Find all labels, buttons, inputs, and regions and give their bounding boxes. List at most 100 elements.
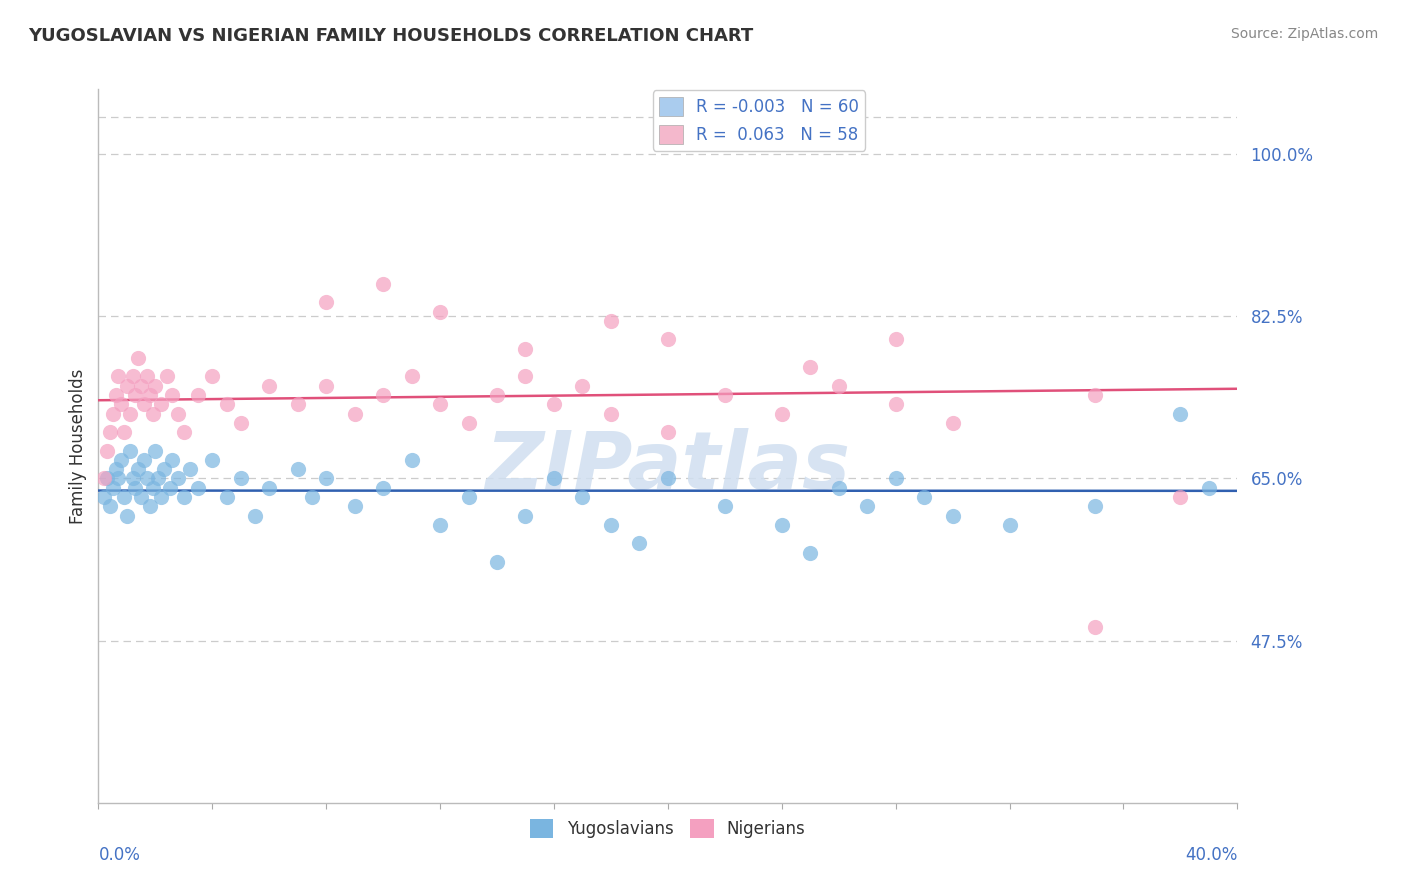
Point <box>515 508 537 523</box>
Point <box>107 369 129 384</box>
Point <box>104 462 127 476</box>
Point <box>101 407 124 421</box>
Point <box>121 471 143 485</box>
Point <box>1198 481 1220 495</box>
Point <box>173 490 195 504</box>
Point <box>179 462 201 476</box>
Point <box>259 481 281 495</box>
Point <box>287 462 309 476</box>
Point <box>884 471 907 485</box>
Point <box>112 490 135 504</box>
Text: ZIPatlas: ZIPatlas <box>485 428 851 507</box>
Point <box>429 397 451 411</box>
Point <box>799 360 821 375</box>
Point <box>457 416 479 430</box>
Point <box>571 378 593 392</box>
Point <box>132 453 155 467</box>
Point <box>714 388 737 402</box>
Point <box>98 500 121 514</box>
Point <box>229 471 252 485</box>
Point <box>135 471 157 485</box>
Point <box>107 471 129 485</box>
Point <box>486 388 509 402</box>
Point <box>118 407 141 421</box>
Point <box>112 425 135 439</box>
Point <box>121 369 143 384</box>
Point <box>187 388 209 402</box>
Point <box>132 397 155 411</box>
Point <box>628 536 651 550</box>
Point <box>884 397 907 411</box>
Point <box>167 407 190 421</box>
Y-axis label: Family Households: Family Households <box>69 368 87 524</box>
Point <box>1170 407 1192 421</box>
Point <box>770 517 793 532</box>
Point <box>657 425 679 439</box>
Point <box>93 490 115 504</box>
Point <box>96 443 118 458</box>
Text: 0.0%: 0.0% <box>98 846 141 863</box>
Point <box>96 471 118 485</box>
Point <box>215 490 238 504</box>
Point <box>159 481 181 495</box>
Point <box>828 481 851 495</box>
Point <box>129 378 152 392</box>
Point <box>515 342 537 356</box>
Point <box>600 517 623 532</box>
Point <box>215 397 238 411</box>
Point <box>1170 490 1192 504</box>
Point <box>828 378 851 392</box>
Point <box>343 500 366 514</box>
Point <box>714 500 737 514</box>
Point <box>141 481 163 495</box>
Point <box>600 314 623 328</box>
Point <box>1084 388 1107 402</box>
Point <box>942 508 965 523</box>
Point <box>110 453 132 467</box>
Point <box>856 500 879 514</box>
Text: YUGOSLAVIAN VS NIGERIAN FAMILY HOUSEHOLDS CORRELATION CHART: YUGOSLAVIAN VS NIGERIAN FAMILY HOUSEHOLD… <box>28 27 754 45</box>
Point <box>287 397 309 411</box>
Point <box>187 481 209 495</box>
Point <box>371 481 394 495</box>
Point <box>167 471 190 485</box>
Point <box>141 407 163 421</box>
Point <box>148 471 170 485</box>
Point <box>98 425 121 439</box>
Point <box>315 295 337 310</box>
Point <box>486 555 509 569</box>
Point <box>371 388 394 402</box>
Point <box>429 304 451 318</box>
Point <box>145 443 167 458</box>
Point <box>243 508 266 523</box>
Point <box>1084 620 1107 634</box>
Point <box>371 277 394 291</box>
Point <box>457 490 479 504</box>
Point <box>401 453 423 467</box>
Point <box>600 407 623 421</box>
Point <box>138 388 160 402</box>
Point <box>315 471 337 485</box>
Point <box>912 490 935 504</box>
Point <box>153 462 176 476</box>
Point <box>150 397 173 411</box>
Point <box>657 333 679 347</box>
Text: Source: ZipAtlas.com: Source: ZipAtlas.com <box>1230 27 1378 41</box>
Point <box>401 369 423 384</box>
Point <box>127 351 149 365</box>
Point <box>110 397 132 411</box>
Point <box>138 500 160 514</box>
Point <box>343 407 366 421</box>
Point <box>515 369 537 384</box>
Point <box>799 545 821 559</box>
Point <box>315 378 337 392</box>
Point <box>173 425 195 439</box>
Legend: Yugoslavians, Nigerians: Yugoslavians, Nigerians <box>523 812 813 845</box>
Point <box>884 333 907 347</box>
Point <box>259 378 281 392</box>
Point <box>429 517 451 532</box>
Point <box>101 481 124 495</box>
Point <box>162 388 184 402</box>
Point <box>998 517 1021 532</box>
Point <box>301 490 323 504</box>
